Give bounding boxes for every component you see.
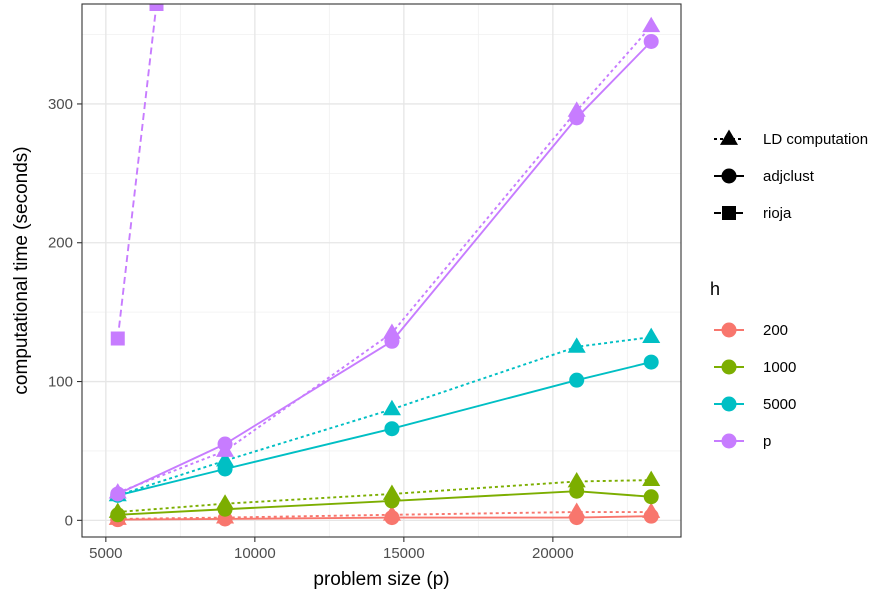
data-point bbox=[217, 501, 233, 517]
data-point bbox=[382, 399, 401, 416]
data-point bbox=[643, 33, 659, 49]
x-tick-label: 15000 bbox=[383, 545, 425, 562]
data-point bbox=[110, 486, 126, 502]
data-point bbox=[569, 483, 585, 499]
legend-label: 5000 bbox=[763, 396, 796, 413]
y-tick-label: 200 bbox=[48, 235, 73, 252]
series-layer bbox=[108, 4, 661, 528]
data-point bbox=[217, 436, 233, 452]
y-axis-title: computational time (seconds) bbox=[11, 146, 32, 394]
legend-label: p bbox=[763, 433, 771, 450]
legend-item-h1000: 1000 bbox=[714, 359, 796, 376]
legend-item-h5000: 5000 bbox=[714, 396, 796, 413]
legend-label: LD computation bbox=[763, 131, 868, 148]
data-point bbox=[642, 327, 661, 344]
data-point bbox=[567, 337, 586, 353]
data-point bbox=[217, 461, 233, 477]
x-tick-label: 20000 bbox=[532, 545, 574, 562]
data-point bbox=[216, 451, 235, 467]
data-point bbox=[643, 354, 659, 370]
series-line bbox=[116, 4, 158, 339]
legend: LD computation adjclust rioja h 200 1000 50… bbox=[710, 129, 868, 450]
legend-label: 200 bbox=[763, 322, 788, 339]
legend-item-h200: 200 bbox=[714, 322, 788, 339]
data-point bbox=[384, 493, 400, 509]
data-point bbox=[643, 508, 659, 524]
panel-border bbox=[81, 3, 682, 538]
legend-key-circle bbox=[721, 396, 737, 412]
legend-key-circle bbox=[721, 168, 737, 184]
data-point bbox=[384, 421, 400, 437]
data-point bbox=[642, 470, 661, 486]
legend-label: rioja bbox=[763, 205, 792, 222]
data-point bbox=[110, 507, 126, 523]
data-point bbox=[384, 510, 400, 526]
x-axis-title: problem size (p) bbox=[313, 569, 449, 590]
legend-title: h bbox=[710, 279, 720, 299]
series-rioja-hp bbox=[110, 4, 164, 346]
legend-label: 1000 bbox=[763, 359, 796, 376]
legend-key-triangle bbox=[719, 129, 739, 145]
y-tick-label: 0 bbox=[65, 512, 73, 529]
legend-item-adjclust: adjclust bbox=[714, 168, 815, 185]
legend-key-circle bbox=[721, 322, 737, 338]
legend-item-hp: p bbox=[714, 433, 771, 450]
data-point bbox=[569, 110, 585, 126]
series-adjclust-h1000 bbox=[110, 483, 659, 523]
x-tick-label: 5000 bbox=[89, 545, 122, 562]
legend-key-circle bbox=[721, 359, 737, 375]
y-tick-label: 100 bbox=[48, 374, 73, 391]
data-point bbox=[149, 4, 164, 11]
legend-key-circle bbox=[721, 433, 737, 449]
data-point bbox=[110, 331, 125, 346]
data-point bbox=[384, 333, 400, 349]
data-point bbox=[569, 372, 585, 388]
axes: 5000 10000 15000 20000 0 100 200 300 bbox=[48, 96, 574, 562]
data-point bbox=[642, 16, 661, 33]
y-tick-label: 300 bbox=[48, 96, 73, 113]
legend-item-ld-computation: LD computation bbox=[714, 129, 868, 148]
series-adjclust-hp bbox=[110, 33, 659, 502]
legend-key-square bbox=[722, 206, 736, 220]
data-point bbox=[569, 510, 585, 526]
data-point bbox=[567, 471, 586, 488]
legend-item-rioja: rioja bbox=[714, 205, 792, 222]
data-point bbox=[643, 489, 659, 505]
legend-label: adjclust bbox=[763, 168, 815, 185]
x-tick-label: 10000 bbox=[234, 545, 276, 562]
